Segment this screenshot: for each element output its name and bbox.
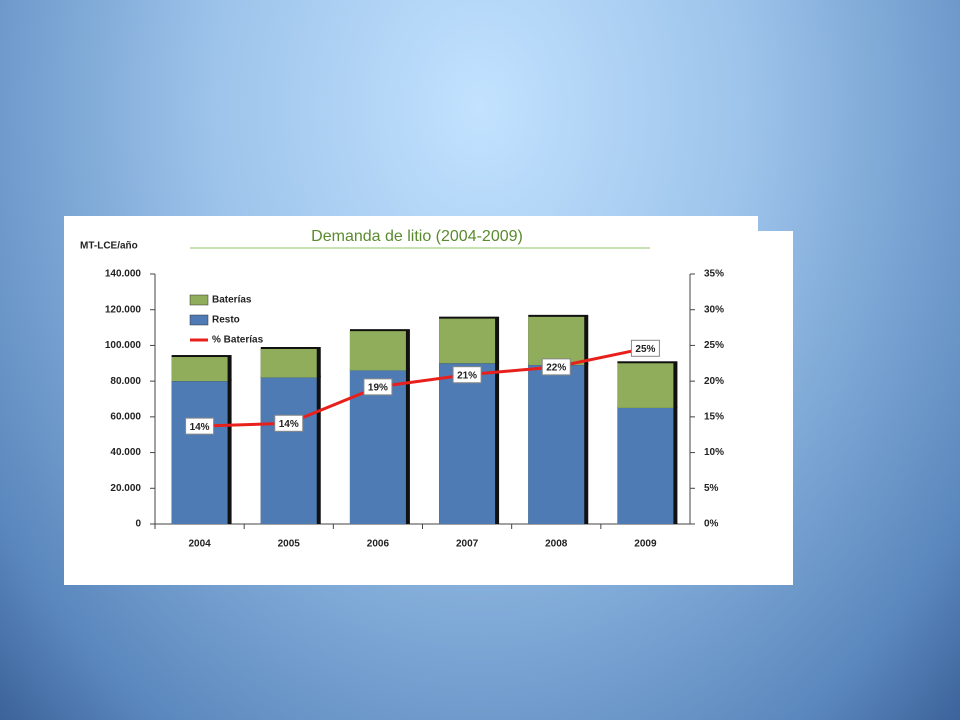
chart-title: Demanda de litio (2004-2009) xyxy=(311,228,523,245)
y-tick-label: 40.000 xyxy=(110,447,141,458)
legend-label: % Baterías xyxy=(212,335,264,346)
legend-swatch xyxy=(189,314,209,326)
x-tick-label: 2004 xyxy=(188,539,211,550)
bar xyxy=(439,318,496,364)
y2-tick-label: 35% xyxy=(704,269,724,280)
y2-tick-label: 30% xyxy=(704,304,724,315)
y-tick-label: 140.000 xyxy=(105,269,142,280)
value-label: 14% xyxy=(190,422,210,433)
value-label: 22% xyxy=(546,362,566,373)
bar xyxy=(439,363,496,524)
bar xyxy=(171,381,228,524)
y-tick-label: 20.000 xyxy=(110,483,141,494)
bar xyxy=(617,363,674,408)
value-label: 19% xyxy=(368,382,388,393)
bar xyxy=(528,365,585,524)
y-axis-label: MT-LCE/año xyxy=(80,241,138,252)
y2-tick-label: 5% xyxy=(704,483,719,494)
bar xyxy=(171,357,228,382)
x-tick-label: 2006 xyxy=(367,539,390,550)
value-label: 21% xyxy=(457,370,477,381)
bar xyxy=(528,316,585,366)
x-tick-label: 2005 xyxy=(278,539,301,550)
x-tick-label: 2007 xyxy=(456,539,479,550)
y-tick-label: 80.000 xyxy=(110,376,141,387)
value-label: 25% xyxy=(635,344,655,355)
y2-tick-label: 25% xyxy=(704,340,724,351)
y-tick-label: 60.000 xyxy=(110,411,141,422)
value-label-box xyxy=(363,378,393,396)
value-label-box xyxy=(452,366,482,384)
bar xyxy=(349,331,406,371)
legend-label: Resto xyxy=(212,315,240,326)
legend-swatch xyxy=(189,294,209,306)
bar xyxy=(617,407,674,524)
legend-label: Baterías xyxy=(212,295,252,306)
value-label: 14% xyxy=(279,419,299,430)
y-tick-label: 100.000 xyxy=(105,340,142,351)
x-tick-label: 2008 xyxy=(545,539,568,550)
y2-tick-label: 10% xyxy=(704,447,724,458)
y2-tick-label: 15% xyxy=(704,411,724,422)
bar xyxy=(260,349,317,378)
y-tick-label: 120.000 xyxy=(105,304,142,315)
line xyxy=(199,346,646,428)
value-label-box xyxy=(541,358,571,376)
bar xyxy=(260,377,317,524)
value-label-box xyxy=(630,339,660,357)
y2-tick-label: 0% xyxy=(704,519,719,530)
value-label-box xyxy=(274,414,304,432)
x-tick-label: 2009 xyxy=(634,539,657,550)
value-label-box xyxy=(185,417,215,435)
y-tick-label: 0 xyxy=(135,519,141,530)
y2-tick-label: 20% xyxy=(704,376,724,387)
